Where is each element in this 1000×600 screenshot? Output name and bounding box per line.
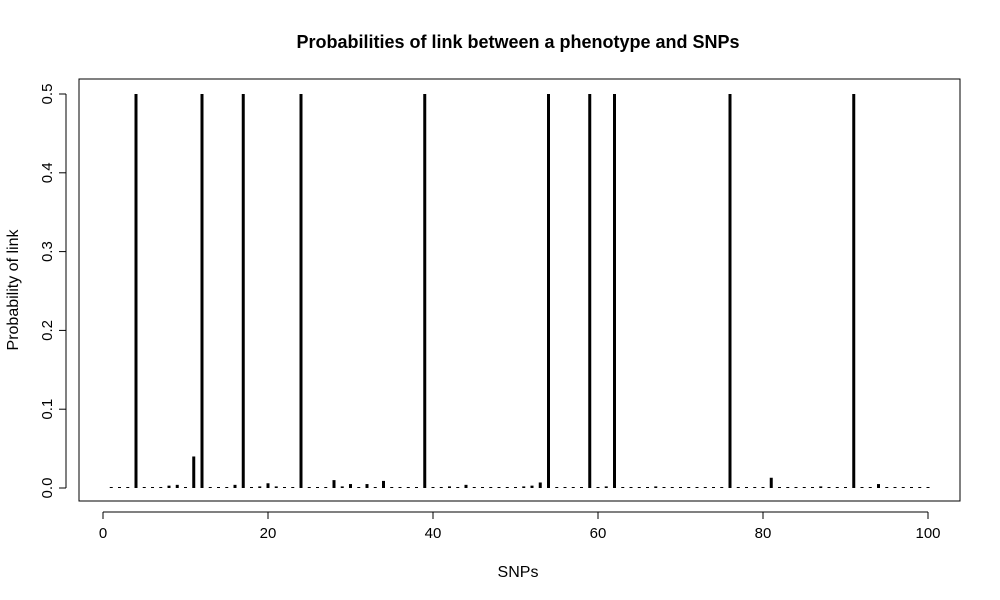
x-tick-label-80: 80 xyxy=(755,525,772,542)
bars-group xyxy=(109,94,930,488)
y-tick-label-0.3: 0.3 xyxy=(39,241,56,262)
plot-area-border xyxy=(78,78,961,502)
y-axis-label: Probability of link xyxy=(5,229,22,351)
y-tick-label-0: 0.0 xyxy=(39,478,56,499)
y-tick-label-0.4: 0.4 xyxy=(39,162,56,183)
x-axis-label: SNPs xyxy=(498,564,539,581)
x-tick-label-0: 0 xyxy=(99,525,107,542)
y-tick-label-0.1: 0.1 xyxy=(39,399,56,420)
x-tick-label-60: 60 xyxy=(590,525,607,542)
x-tick-label-100: 100 xyxy=(915,525,940,542)
x-axis: 0 20 40 60 80 100 xyxy=(99,511,941,542)
y-tick-label-0.2: 0.2 xyxy=(39,320,56,341)
y-tick-label-0.5: 0.5 xyxy=(39,84,56,105)
chart-title: Probabilities of link between a phenotyp… xyxy=(296,32,739,52)
y-axis: 0.0 0.1 0.2 0.3 0.4 0.5 xyxy=(39,84,67,499)
x-tick-label-20: 20 xyxy=(260,525,277,542)
x-tick-label-40: 40 xyxy=(425,525,442,542)
